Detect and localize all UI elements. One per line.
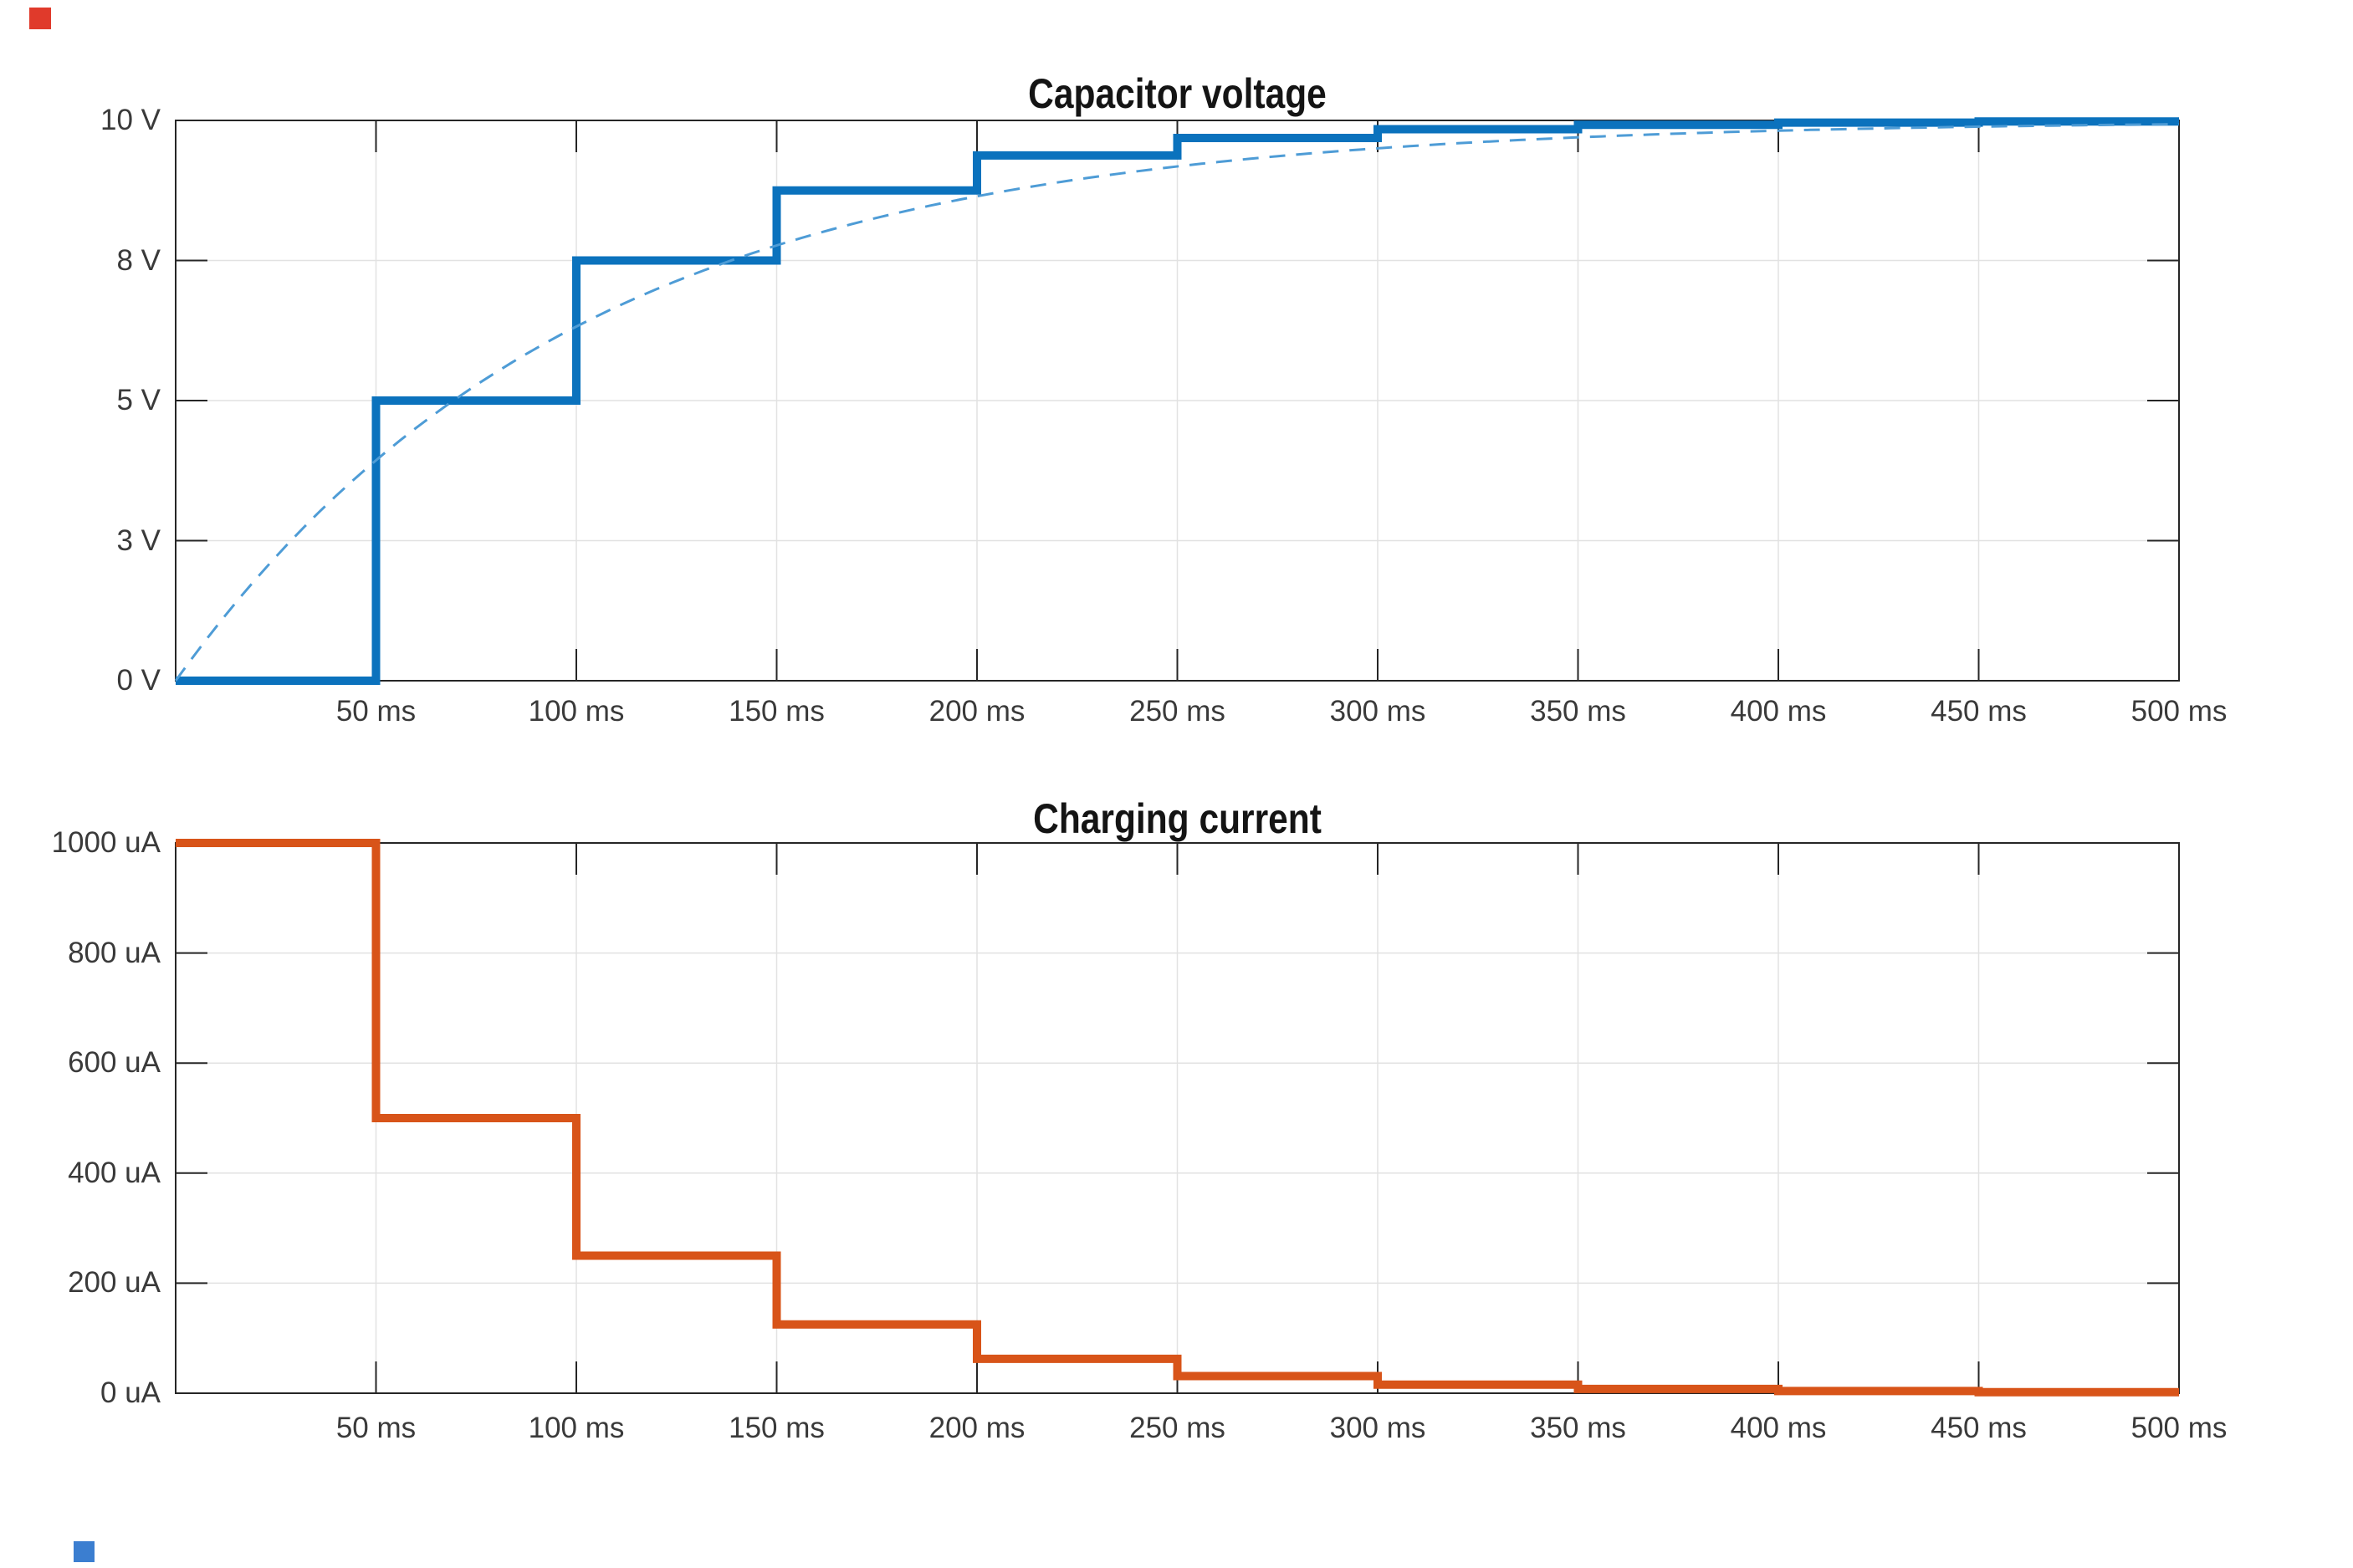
x-tick-label: 100 ms (528, 695, 625, 728)
x-tick-label: 450 ms (1931, 1412, 2027, 1444)
x-tick-label: 450 ms (1931, 695, 2027, 728)
x-tick-label: 500 ms (2130, 1412, 2228, 1444)
y-tick-label: 400 uA (68, 1156, 161, 1189)
y-tick-label: 5 V (116, 384, 161, 416)
simulated-step-voltage-line (176, 117, 2179, 685)
ideal-exponential-voltage-line (174, 123, 2180, 682)
simulated-step-current-line (176, 839, 2179, 1397)
x-tick-label: 400 ms (1730, 1412, 1827, 1444)
x-tick-label: 350 ms (1530, 695, 1626, 728)
x-tick-label: 400 ms (1730, 695, 1827, 728)
y-tick-label: 800 uA (68, 936, 161, 969)
x-tick-label: 150 ms (729, 1412, 825, 1444)
x-tick-label: 50 ms (335, 1412, 417, 1444)
y-tick-label: 10 V (100, 104, 161, 136)
y-tick-label: 200 uA (68, 1266, 161, 1300)
voltage-chart-title: Capacitor voltage (1028, 70, 1327, 117)
y-tick-label: 0 uA (100, 1376, 161, 1409)
x-tick-label: 100 ms (528, 1412, 625, 1444)
x-tick-label: 250 ms (1129, 1412, 1225, 1444)
x-tick-label: 200 ms (928, 695, 1026, 728)
x-tick-label: 300 ms (1329, 695, 1426, 728)
voltage-plot-area (174, 117, 2180, 685)
red-corner-swatch (29, 8, 51, 29)
x-tick-label: 150 ms (729, 695, 825, 728)
y-tick-label: 600 uA (68, 1046, 161, 1080)
current-plot-area (175, 839, 2180, 1397)
x-tick-label: 50 ms (335, 695, 417, 728)
y-tick-label: 1000 uA (51, 826, 161, 859)
y-tick-label: 8 V (116, 243, 161, 277)
current-chart-title: Charging current (1033, 795, 1322, 842)
x-tick-label: 250 ms (1129, 695, 1225, 728)
x-tick-label: 500 ms (2130, 695, 2228, 728)
y-tick-label: 3 V (116, 524, 161, 557)
blue-corner-swatch (74, 1541, 95, 1562)
x-tick-label: 300 ms (1329, 1412, 1426, 1444)
x-tick-label: 350 ms (1530, 1412, 1626, 1444)
x-tick-label: 200 ms (928, 1412, 1026, 1444)
y-tick-label: 0 V (116, 664, 161, 697)
